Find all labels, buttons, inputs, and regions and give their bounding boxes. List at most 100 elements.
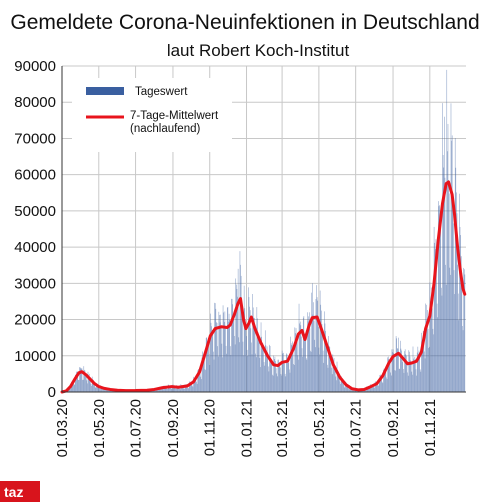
daily-bar: [259, 357, 261, 392]
daily-bar: [196, 383, 198, 392]
daily-bar: [462, 326, 463, 392]
daily-bar: [378, 377, 380, 392]
daily-bar: [314, 339, 316, 392]
daily-bar: [239, 342, 240, 392]
daily-bar: [441, 295, 443, 392]
daily-bar: [269, 344, 270, 392]
daily-bar: [101, 386, 103, 392]
daily-bar: [292, 349, 294, 392]
daily-bar: [408, 350, 410, 392]
daily-bar: [330, 362, 332, 392]
daily-bar: [374, 387, 375, 392]
daily-bar: [379, 375, 381, 392]
daily-bar: [319, 354, 320, 392]
daily-bar: [459, 193, 460, 392]
daily-bar: [164, 386, 165, 392]
daily-bar: [313, 320, 315, 392]
daily-bar: [88, 373, 90, 392]
daily-bar: [97, 385, 99, 392]
daily-bar: [334, 365, 335, 392]
daily-bar: [311, 292, 312, 392]
daily-bar: [438, 201, 439, 392]
daily-bar: [349, 386, 351, 392]
daily-bar: [257, 318, 258, 392]
daily-bar: [88, 375, 89, 392]
daily-bar: [204, 353, 205, 392]
daily-bar: [332, 354, 334, 392]
daily-bar: [304, 333, 306, 392]
daily-bar: [93, 380, 94, 392]
daily-bar: [383, 369, 384, 392]
daily-bar: [262, 343, 264, 392]
daily-bar: [425, 303, 426, 392]
daily-bar: [246, 336, 247, 392]
chart-subtitle: laut Robert Koch-Institut: [167, 41, 350, 60]
daily-bar: [81, 368, 82, 392]
daily-bar: [230, 354, 232, 392]
daily-bar: [188, 381, 190, 392]
daily-bar: [463, 267, 464, 392]
daily-bar: [198, 371, 200, 392]
daily-bar: [182, 385, 183, 392]
daily-bars: [62, 69, 466, 393]
daily-bar: [260, 322, 262, 392]
daily-bar: [441, 287, 442, 392]
daily-bar: [308, 312, 310, 392]
daily-bar: [444, 116, 445, 392]
daily-bar: [400, 348, 402, 392]
daily-bar: [162, 389, 164, 392]
daily-bar: [178, 387, 180, 392]
daily-bar: [302, 356, 303, 392]
daily-bar: [78, 379, 79, 392]
daily-bar: [297, 355, 299, 392]
daily-bar: [204, 369, 206, 392]
legend: Tageswert 7-Tage-Mittelwert (nachlaufend…: [72, 78, 232, 152]
daily-bar: [193, 376, 194, 392]
daily-bar: [175, 388, 176, 392]
daily-bar: [165, 386, 167, 392]
daily-bar: [433, 226, 435, 392]
daily-bar: [94, 387, 96, 392]
daily-bar: [337, 372, 339, 392]
daily-bar: [315, 347, 316, 392]
daily-bar: [385, 371, 387, 392]
daily-bar: [281, 350, 283, 392]
daily-bar: [434, 242, 436, 392]
daily-bar: [240, 275, 242, 392]
daily-bar: [418, 350, 420, 392]
daily-bar: [453, 223, 454, 392]
daily-bar: [287, 359, 288, 392]
daily-bar: [249, 310, 251, 392]
daily-bar: [158, 389, 159, 392]
x-tick-label: 01.03.20: [54, 399, 71, 457]
daily-bar: [214, 302, 215, 392]
daily-bar: [415, 369, 417, 392]
daily-bar: [268, 371, 270, 392]
daily-bar: [308, 316, 309, 392]
daily-bar: [395, 336, 397, 392]
legend-label-mittelwert: 7-Tage-Mittelwert (nachlaufend): [130, 110, 221, 135]
daily-bar: [271, 362, 273, 392]
x-tick-label: 01.03.21: [274, 399, 291, 457]
daily-bar: [207, 342, 209, 392]
daily-bar: [322, 350, 324, 392]
daily-bar: [284, 363, 285, 392]
daily-bar: [337, 369, 338, 392]
daily-bar: [273, 355, 275, 392]
daily-bar: [215, 308, 217, 392]
daily-bar: [394, 356, 395, 392]
daily-bar: [433, 334, 434, 392]
daily-bar: [258, 340, 260, 392]
daily-bar: [100, 386, 102, 392]
daily-bar: [345, 381, 346, 392]
daily-bar: [79, 367, 81, 392]
daily-bar: [263, 349, 264, 392]
daily-bar: [290, 336, 291, 392]
daily-bar: [328, 336, 329, 392]
daily-bar: [161, 386, 162, 392]
daily-bar: [154, 390, 156, 392]
daily-bar: [416, 352, 418, 392]
daily-bar: [405, 354, 407, 392]
daily-bar: [203, 353, 205, 392]
daily-bar: [400, 340, 401, 392]
